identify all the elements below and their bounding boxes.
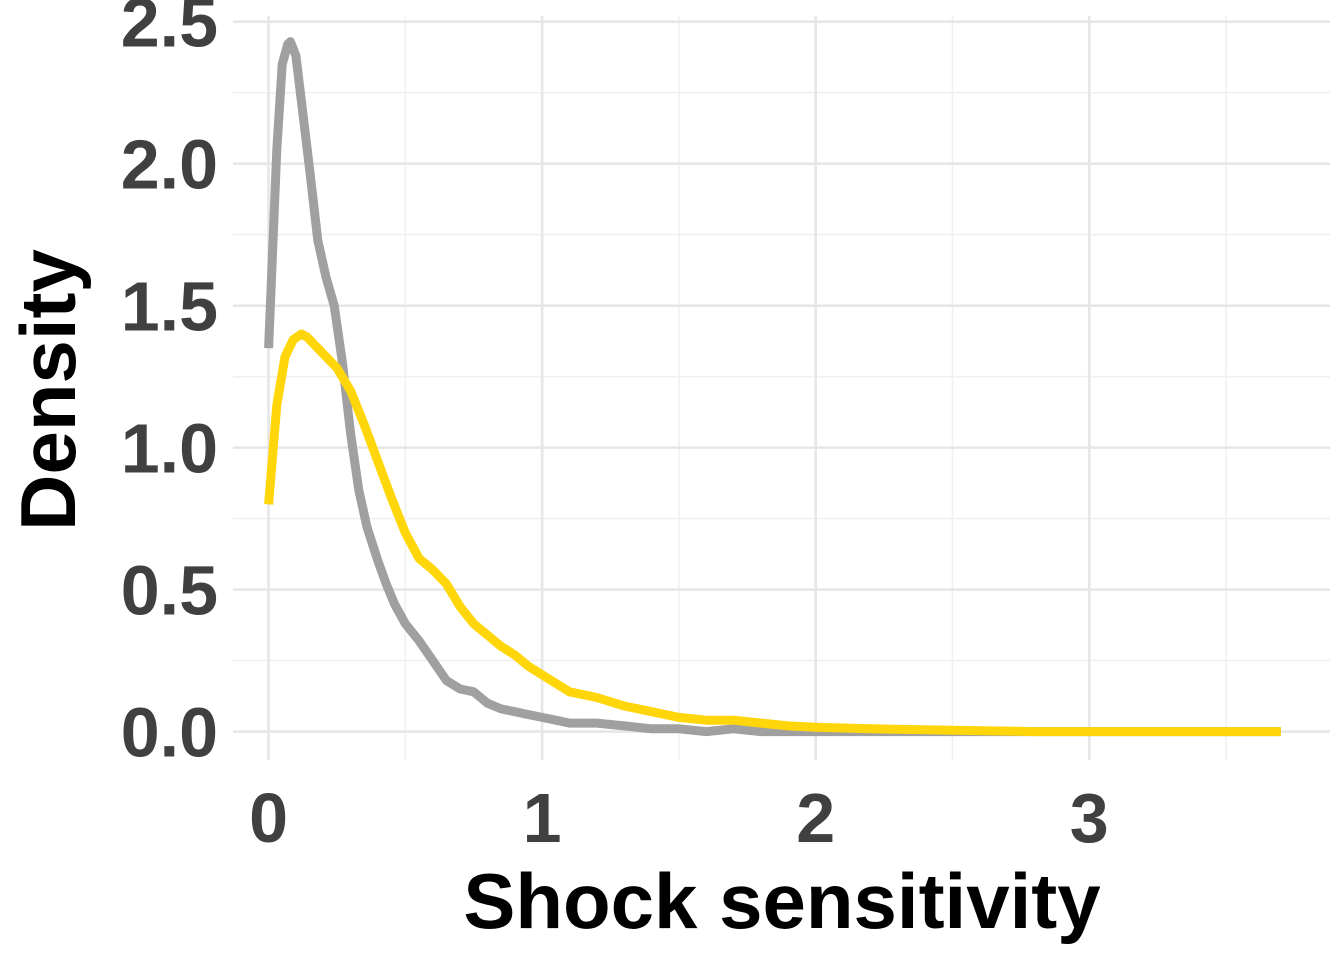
density-line-1 — [264, 37, 1281, 737]
x-axis-title: Shock sensitivity — [463, 857, 1100, 945]
x-tick-label: 0 — [249, 779, 288, 857]
x-tick-label: 1 — [523, 779, 562, 857]
y-tick-label: 1.0 — [121, 410, 218, 488]
tick-labels: 0.0 0.5 1.0 1.5 2.0 2.5 0 1 2 3 — [121, 0, 1109, 857]
y-tick-label: 2.0 — [121, 126, 218, 204]
y-tick-label: 2.5 — [121, 0, 218, 62]
series-layer — [264, 37, 1281, 737]
density-line-2 — [264, 329, 1281, 737]
y-tick-label: 0.5 — [121, 552, 218, 630]
y-tick-label: 1.5 — [121, 268, 218, 346]
y-tick-label: 0.0 — [121, 694, 218, 772]
grid — [233, 16, 1330, 760]
x-tick-label: 2 — [796, 779, 835, 857]
y-axis-title: Density — [4, 249, 92, 531]
x-tick-label: 3 — [1070, 779, 1109, 857]
